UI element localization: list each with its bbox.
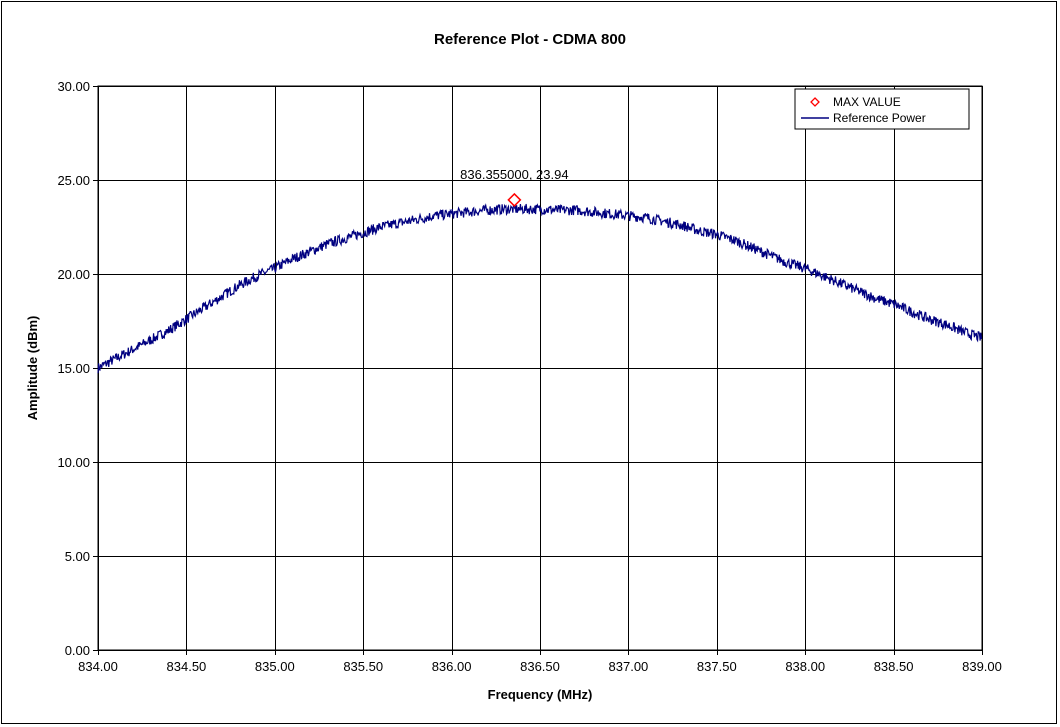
x-tick-label: 834.50 [167, 659, 207, 674]
x-tick-label: 837.50 [697, 659, 737, 674]
y-tick-label: 20.00 [57, 267, 90, 282]
x-tick-label: 838.50 [874, 659, 914, 674]
legend-box [794, 88, 970, 130]
x-tick-label: 838.00 [785, 659, 825, 674]
y-tick-label: 15.00 [57, 361, 90, 376]
x-tick-label: 839.00 [962, 659, 1002, 674]
y-tick-label: 30.00 [57, 79, 90, 94]
x-tick-label: 836.50 [520, 659, 560, 674]
y-tick-label: 0.00 [65, 643, 90, 658]
x-tick-label: 836.00 [432, 659, 472, 674]
y-axis-title: Amplitude (dBm) [25, 316, 40, 421]
legend-label: MAX VALUE [833, 95, 901, 109]
legend-max-value-icon [810, 97, 820, 107]
plot-area: 834.00 834.50 835.00 835.50 836.00 836.50 837.… [57, 79, 1001, 674]
legend: MAX VALUE Reference Power [794, 88, 970, 130]
x-tick-label: 837.00 [609, 659, 649, 674]
max-value-marker [507, 192, 522, 207]
chart-title: Reference Plot - CDMA 800 [434, 31, 626, 48]
legend-label: Reference Power [833, 111, 926, 125]
max-value-label: 836.355000, 23.94 [460, 167, 568, 182]
y-tick-label: 5.00 [65, 549, 90, 564]
reference-power-trace [97, 202, 983, 374]
x-tick-label: 835.50 [343, 659, 383, 674]
x-tick-label: 835.00 [255, 659, 295, 674]
y-tick-label: 25.00 [57, 173, 90, 188]
y-tick-label: 10.00 [57, 455, 90, 470]
x-axis-title: Frequency (MHz) [488, 687, 593, 702]
x-tick-label: 834.00 [78, 659, 118, 674]
